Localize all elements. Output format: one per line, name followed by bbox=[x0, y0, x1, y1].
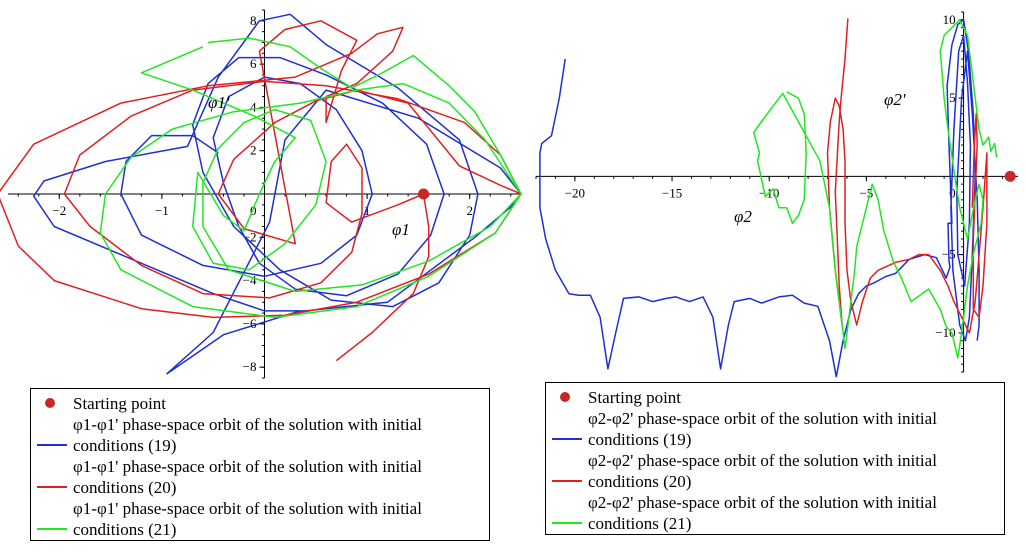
legend-item: φ2-φ2' phase-space orbit of the solution… bbox=[546, 408, 1004, 450]
x-tick-label: −2 bbox=[52, 203, 66, 218]
legend-label: φ1-φ1' phase-space orbit of the solution… bbox=[73, 415, 422, 455]
legend-line-swatch bbox=[552, 522, 582, 524]
legend-phi2: Starting point φ2-φ2' phase-space orbit o… bbox=[545, 382, 1005, 535]
x-axis-label: φ2 bbox=[734, 207, 752, 226]
legend-label: φ2-φ2' phase-space orbit of the solution… bbox=[588, 493, 937, 533]
legend-item: Starting point bbox=[546, 387, 1004, 408]
legend-line-swatch bbox=[37, 444, 67, 446]
y-tick-label: −8 bbox=[243, 359, 257, 374]
orbit-line-blue bbox=[32, 13, 522, 375]
x-tick-label: 1 bbox=[364, 203, 371, 218]
legend-item: φ1-φ1' phase-space orbit of the solution… bbox=[31, 456, 489, 498]
x-tick-label: −20 bbox=[565, 185, 585, 200]
orbit-line-green bbox=[752, 19, 998, 359]
legend-item: Starting point bbox=[31, 393, 489, 414]
y-tick-label: −10 bbox=[935, 325, 955, 340]
x-tick-label: −1 bbox=[155, 203, 169, 218]
y-tick-label: 2 bbox=[250, 143, 257, 158]
legend-line-swatch bbox=[552, 480, 582, 482]
y-tick-label: 5 bbox=[949, 90, 956, 105]
legend-item: φ1-φ1' phase-space orbit of the solution… bbox=[31, 414, 489, 456]
origin-tick-label: 0 bbox=[949, 185, 956, 200]
y-tick-label: 8 bbox=[250, 13, 257, 28]
x-tick-label: −15 bbox=[662, 185, 682, 200]
y-tick-label: 6 bbox=[250, 56, 257, 71]
legend-line-swatch bbox=[37, 528, 67, 530]
legend-label: Starting point bbox=[588, 388, 682, 407]
y-axis-label: φ1' bbox=[208, 93, 230, 112]
x-axis-label: φ1 bbox=[392, 220, 410, 239]
orbit-line-green bbox=[99, 37, 522, 319]
legend-item: φ1-φ1' phase-space orbit of the solution… bbox=[31, 498, 489, 540]
legend-phi1: Starting point φ1-φ1' phase-space orbit o… bbox=[30, 388, 490, 541]
legend-line-swatch bbox=[37, 486, 67, 488]
legend-line-swatch bbox=[552, 438, 582, 440]
legend-label: φ2-φ2' phase-space orbit of the solution… bbox=[588, 451, 937, 491]
legend-marker-icon bbox=[560, 392, 570, 402]
y-tick-label: 10 bbox=[943, 12, 956, 27]
legend-label: φ1-φ1' phase-space orbit of the solution… bbox=[73, 457, 422, 497]
legend-label: Starting point bbox=[73, 394, 167, 413]
legend-item: φ2-φ2' phase-space orbit of the solution… bbox=[546, 450, 1004, 492]
starting-point-marker bbox=[1004, 170, 1016, 182]
legend-label: φ1-φ1' phase-space orbit of the solution… bbox=[73, 499, 422, 539]
y-tick-label: −4 bbox=[243, 273, 257, 288]
legend-label: φ2-φ2' phase-space orbit of the solution… bbox=[588, 409, 937, 449]
legend-item: φ2-φ2' phase-space orbit of the solution… bbox=[546, 492, 1004, 534]
y-tick-label: 4 bbox=[250, 99, 257, 114]
y-axis-label: φ2' bbox=[884, 90, 906, 109]
orbit-line-red bbox=[0, 20, 522, 362]
legend-marker-icon bbox=[45, 398, 55, 408]
orbit-line-blue bbox=[539, 19, 980, 378]
starting-point-marker bbox=[418, 188, 430, 200]
x-tick-label: 2 bbox=[466, 203, 473, 218]
